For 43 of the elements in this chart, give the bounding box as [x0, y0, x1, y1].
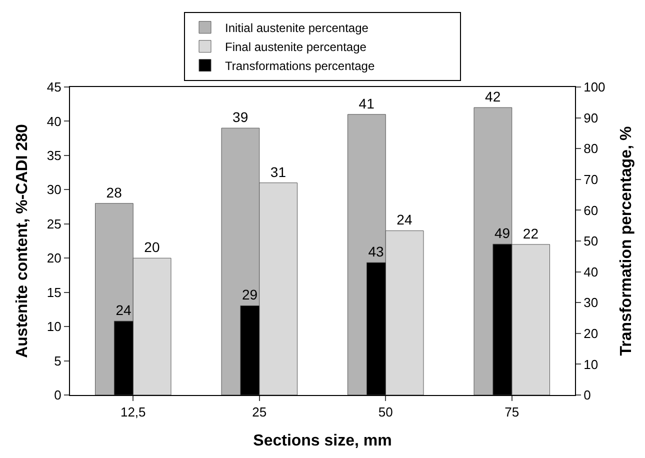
x-axis-title: Sections size, mm — [253, 432, 392, 450]
y2-tick-label: 10 — [584, 356, 598, 372]
x-tick-label: 75 — [504, 404, 520, 420]
data-label: 29 — [242, 286, 258, 303]
y-tick-label: 5 — [54, 353, 62, 368]
y-tick-label: 25 — [46, 216, 62, 232]
y-tick-label: 0 — [54, 388, 62, 403]
y-tick-label: 30 — [46, 182, 62, 198]
y-tick-label: 10 — [46, 319, 62, 334]
y2-tick-label: 100 — [584, 80, 606, 95]
y2-tick-label: 70 — [584, 172, 598, 187]
y2-tick-label: 30 — [584, 295, 598, 310]
y2-tick-label: 60 — [584, 202, 598, 218]
data-label: 43 — [368, 244, 384, 260]
y-tick-label: 45 — [46, 80, 62, 95]
data-label: 31 — [270, 164, 286, 180]
y-tick-label: 35 — [46, 148, 62, 163]
data-label: 24 — [396, 212, 412, 228]
y2-tick-label: 40 — [584, 264, 598, 280]
data-label: 42 — [485, 88, 501, 105]
y2-tick-label: 90 — [584, 110, 598, 126]
legend-label: Initial austenite percentage — [225, 21, 369, 36]
y2-axis-title: Transformation percentage, % — [618, 126, 636, 356]
x-tick-label: 12,5 — [120, 404, 146, 420]
legend-label: Transformations percentage — [225, 59, 375, 74]
data-label: 41 — [358, 95, 375, 112]
data-label: 28 — [106, 184, 122, 200]
x-tick-label: 25 — [252, 404, 267, 420]
y-tick-label: 15 — [46, 284, 62, 300]
y-tick-label: 40 — [46, 114, 62, 129]
y2-tick-label: 80 — [584, 141, 598, 156]
y2-tick-label: 20 — [584, 326, 598, 341]
legend-label: Final austenite percentage — [225, 40, 367, 54]
y-axis-title: Austenite content, %-CADI 280 — [14, 124, 31, 358]
data-label: 39 — [232, 109, 248, 126]
data-label: 24 — [116, 302, 132, 318]
data-label: 22 — [522, 225, 539, 242]
data-label: 49 — [494, 225, 510, 242]
y2-tick-label: 50 — [584, 234, 598, 249]
y-tick-label: 20 — [46, 250, 62, 266]
x-tick-label: 50 — [378, 404, 393, 420]
y2-tick-label: 0 — [584, 388, 591, 403]
data-label: 20 — [144, 239, 160, 256]
